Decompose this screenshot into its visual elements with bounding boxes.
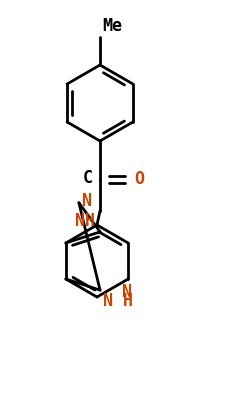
Text: NH: NH xyxy=(75,212,95,230)
Text: N: N xyxy=(122,283,132,301)
Text: Me: Me xyxy=(102,17,122,35)
Text: C: C xyxy=(83,169,93,187)
Text: N H: N H xyxy=(103,292,133,310)
Text: O: O xyxy=(134,170,144,188)
Text: N: N xyxy=(82,192,92,210)
